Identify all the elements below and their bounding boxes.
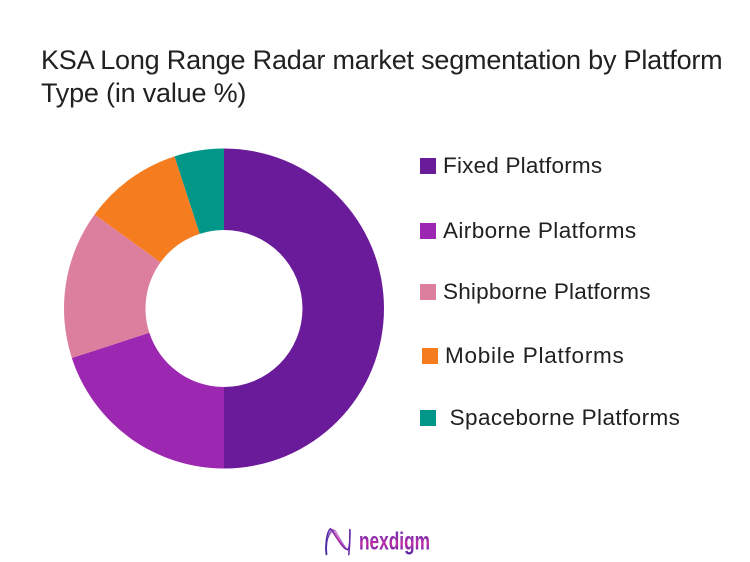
svg-text:nexdigm: nexdigm bbox=[359, 528, 430, 556]
